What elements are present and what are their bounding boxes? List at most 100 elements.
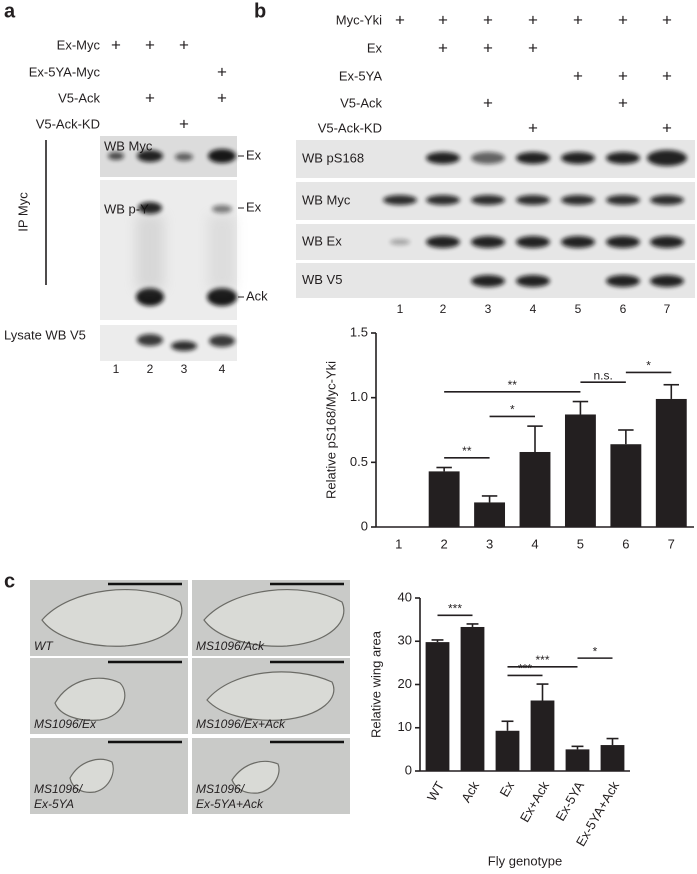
blot-band [108,152,124,160]
plus-sign: + [662,118,672,137]
condition-label: Myc-Yki [336,12,382,27]
x-tick-label: 4 [531,536,538,551]
wing [41,588,183,647]
bar [655,398,687,527]
condition-label: V5-Ack-KD [318,120,382,135]
blot-band [606,152,640,164]
x-tick-label: Ex [496,778,517,799]
plus-sign: + [395,10,405,29]
image-label: MS1096/ [34,782,84,796]
blot-band [471,275,505,287]
plus-sign: + [145,88,155,107]
blot-label: WB pS168 [302,150,364,165]
blot-band [606,236,640,248]
blot-band [516,195,550,205]
wing [69,758,114,793]
significance-label: * [510,403,515,417]
significance-label: * [593,644,598,658]
panel-label: b [254,0,266,22]
blot-band [650,275,684,287]
lane-number: 4 [219,362,226,376]
plus-sign: + [179,114,189,133]
image-label: MS1096/Ex [34,717,97,731]
y-tick-label: 0 [361,518,368,533]
x-tick-label: 3 [486,536,493,551]
bar [428,471,460,527]
marker-label: Ex [246,147,262,162]
image-label: MS1096/Ex+Ack [196,717,286,731]
plus-sign: + [618,66,628,85]
bar [474,502,506,527]
blot-label: WB V5 [302,272,342,287]
y-tick-label: 20 [398,676,412,691]
significance-label: ** [508,378,518,392]
condition-label: V5-Ack [340,95,382,110]
marker-label: Ex [246,199,262,214]
blot-band [606,275,640,287]
significance-label: * [646,359,651,373]
panel-label: c [4,570,15,592]
condition-label: Ex [367,40,383,55]
image-label: Ex-5YA+Ack [196,797,264,811]
blot-band [137,334,163,346]
lane-number: 3 [485,302,492,316]
x-tick-label: Ex-5YA [553,778,588,823]
plus-sign: + [573,10,583,29]
bar [425,642,450,771]
y-tick-label: 0.5 [350,454,368,469]
x-tick-label: Ex+Ack [517,778,552,824]
condition-label: Ex-5YA-Myc [29,64,101,79]
condition-label: Ex-Myc [57,37,101,52]
plus-sign: + [662,66,672,85]
lane-number: 7 [664,302,671,316]
blot-band [647,150,687,166]
image-label: WT [34,639,54,653]
lane-number: 3 [181,362,188,376]
bar [564,414,596,527]
y-axis-label: Relative wing area [368,630,383,738]
blot-band [138,202,162,214]
blot-band [561,195,595,205]
blot-smear [208,215,236,290]
bar [610,444,642,527]
lane-number: 2 [147,362,154,376]
y-tick-label: 0 [405,762,412,777]
blot-band [212,205,232,213]
blot-band [426,195,460,205]
blot-band [516,152,550,164]
plus-sign: + [573,66,583,85]
y-tick-label: 30 [398,633,412,648]
bar [530,700,555,771]
blot-band [650,236,684,248]
blot-band [426,236,460,248]
plus-sign: + [438,38,448,57]
blot-band [561,152,595,164]
blot-band [650,195,684,205]
blot-band [516,275,550,287]
lane-number: 1 [397,302,404,316]
blot-label: WB Myc [302,192,351,207]
blot-band [471,195,505,205]
blot-band [471,152,505,164]
blot-band [426,152,460,164]
x-tick-label: Ack [458,778,482,805]
bar [495,730,520,771]
blot-band [516,236,550,248]
bar [600,745,625,771]
lane-number: 5 [575,302,582,316]
bar [565,749,590,771]
image-label: MS1096/ [196,782,246,796]
significance-label: ** [462,444,472,458]
lane-number: 6 [620,302,627,316]
blot-band [561,236,595,248]
blot-band [209,335,235,347]
significance-label: n.s. [593,368,612,382]
x-tick-label: 1 [395,536,402,551]
x-tick-label: 5 [577,536,584,551]
blot-band [171,341,197,351]
ip-label: IP Myc [15,192,30,232]
plus-sign: + [528,118,538,137]
y-tick-label: 1.0 [350,389,368,404]
blot-band [471,236,505,248]
